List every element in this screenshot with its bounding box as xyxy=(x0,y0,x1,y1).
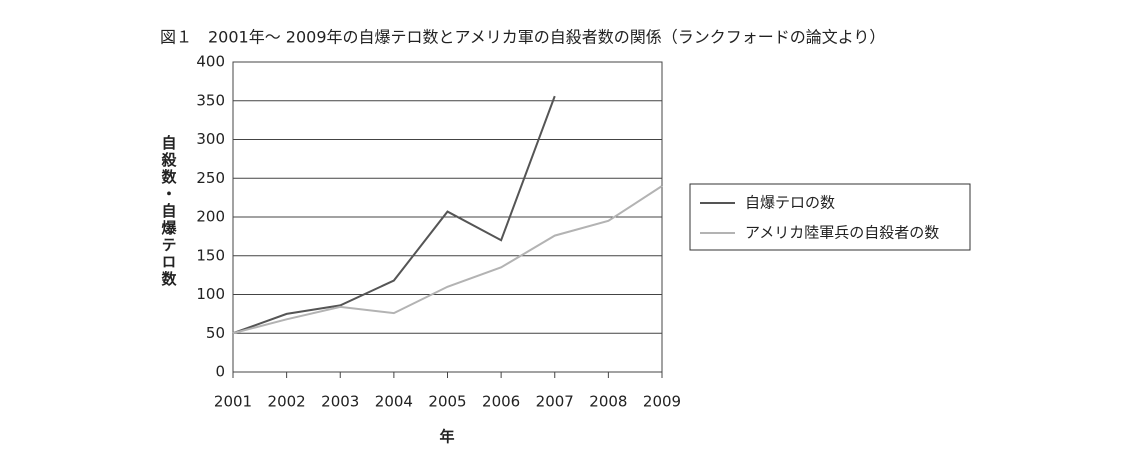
series-line xyxy=(232,185,663,335)
y-tick-label: 150 xyxy=(196,246,225,264)
legend-box xyxy=(689,183,971,251)
y-tick-label: 300 xyxy=(196,130,225,148)
y-tick-label: 0 xyxy=(215,363,225,381)
y-tick-label: 200 xyxy=(196,208,225,226)
y-axis-label: 自殺数・自爆テロ数 xyxy=(160,134,178,288)
x-tick-label: 2001 xyxy=(214,393,252,411)
x-tick-label: 2007 xyxy=(536,393,574,411)
x-tick-label: 2005 xyxy=(428,393,466,411)
y-tick-label: 50 xyxy=(206,324,225,342)
legend-label: 自爆テロの数 xyxy=(745,194,835,212)
y-tick-label: 350 xyxy=(196,91,225,109)
x-tick-label: 2004 xyxy=(375,393,413,411)
x-tick-label: 2002 xyxy=(268,393,306,411)
x-tick-label: 2008 xyxy=(589,393,627,411)
x-tick-label: 2009 xyxy=(643,393,681,411)
legend-label: アメリカ陸軍兵の自殺者の数 xyxy=(745,224,939,242)
chart-title: 図１ 2001年〜 2009年の自爆テロ数とアメリカ軍の自殺者数の関係（ランクフ… xyxy=(160,28,885,47)
x-tick-label: 2006 xyxy=(482,393,520,411)
x-tick-label: 2003 xyxy=(321,393,359,411)
y-tick-label: 100 xyxy=(196,285,225,303)
y-tick-label: 250 xyxy=(196,169,225,187)
series-line xyxy=(232,95,556,335)
y-tick-label: 400 xyxy=(196,53,225,71)
x-axis-label: 年 xyxy=(439,428,454,446)
